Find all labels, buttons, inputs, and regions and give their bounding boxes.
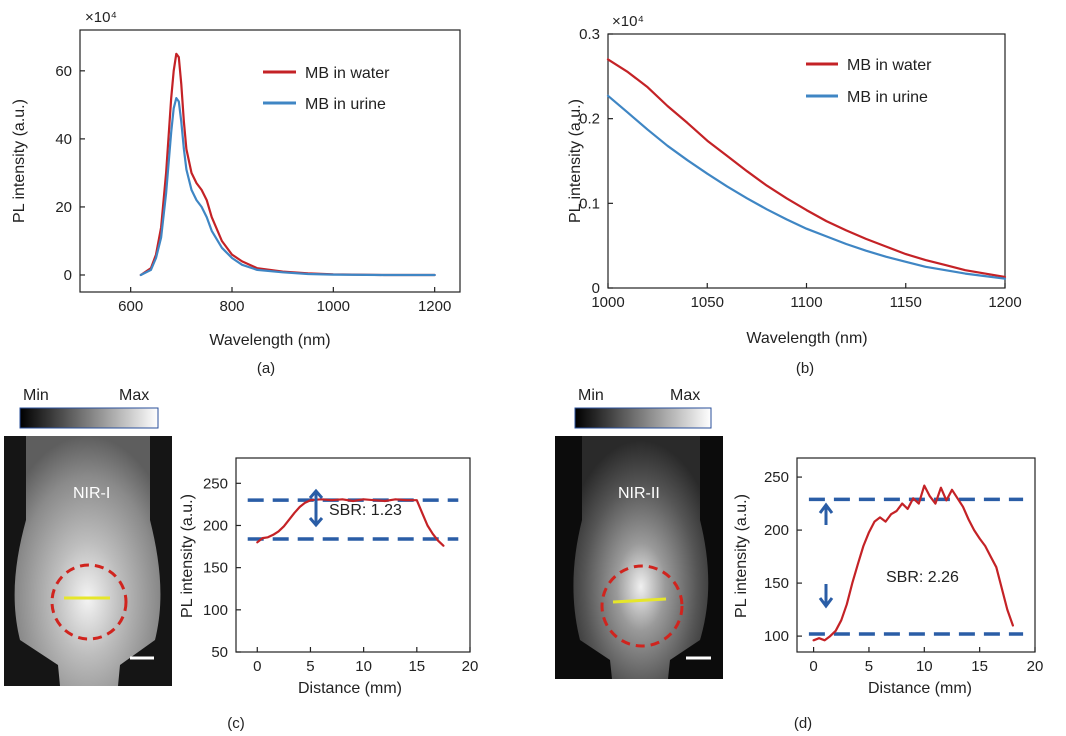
chart-b-ytick-label: 0.2 (579, 111, 600, 128)
legend-label-urine-b: MB in urine (847, 89, 928, 106)
chart-c-ytick-label: 150 (203, 560, 228, 577)
chart-d-ytick-label: 100 (764, 628, 789, 645)
chart-b-ytick-label: 0.3 (579, 26, 600, 43)
chart-d-ytick-label: 200 (764, 522, 789, 539)
chart-a-ticks: 600 800 1000 1200 0 20 40 60 (55, 63, 451, 315)
mouse-silhouette-nir1 (14, 436, 161, 686)
chart-a-xlabel: Wavelength (nm) (209, 332, 330, 349)
chart-d-reference-lines (808, 497, 1024, 636)
chart-a-ylabel: PL intensity (a.u.) (11, 99, 28, 223)
chart-c-xtick-label: 20 (462, 658, 479, 675)
chart-a-xtick-label: 1000 (317, 298, 350, 315)
chart-c-ytick-label: 200 (203, 517, 228, 534)
chart-d-xtick-label: 10 (916, 658, 933, 675)
chart-b-ytick-label: 0 (592, 280, 600, 297)
chart-a-ytick-label: 20 (55, 199, 72, 216)
legend-label-urine: MB in urine (305, 96, 386, 113)
chart-d: Min Max NIR-II 0 5 10 15 20 100 150 200 250 SBR:… (555, 387, 1043, 732)
chart-d-lines (812, 484, 1015, 642)
chart-a-ytick-label: 0 (64, 267, 72, 284)
chart-c-xlabel: Distance (mm) (298, 680, 402, 697)
panel-label-b: (b) (796, 360, 814, 377)
colorbar-max-label-c: Max (119, 387, 149, 404)
legend-label-water-b: MB in water (847, 57, 932, 74)
chart-d-ticks: 0 5 10 15 20 100 150 200 250 (764, 469, 1043, 675)
colorbar-min-label-c: Min (23, 387, 49, 404)
chart-c-frame (235, 457, 471, 653)
sbr-arrow-down-d (818, 584, 834, 609)
chart-b-ytick-label: 0.1 (579, 195, 600, 212)
chart-a-ytick-label: 40 (55, 131, 72, 148)
chart-c-series-0-line (256, 498, 445, 547)
chart-d-xtick-label: 0 (809, 658, 817, 675)
chart-d-xlabel: Distance (mm) (868, 680, 972, 697)
chart-c-ytick-label: 100 (203, 602, 228, 619)
roi-circle-nir1 (50, 563, 128, 641)
chart-a-multiplier: ×10⁴ (85, 9, 117, 26)
chart-c: Min Max NIR-I 0 5 10 15 20 50 100 150 200 250 SBR… (4, 387, 478, 732)
chart-d-frame (796, 457, 1036, 653)
chart-c-xtick-label: 0 (253, 658, 261, 675)
chart-b-ylabel: PL intensity (a.u.) (567, 99, 584, 223)
chart-c-ticks: 0 5 10 15 20 50 100 150 200 250 (203, 475, 478, 675)
sbr-annotation-c: SBR: 1.23 (329, 502, 402, 519)
colorbar-min-label-d: Min (578, 387, 604, 404)
image-label-nir1: NIR-I (73, 485, 110, 502)
chart-b-ticks: 1000 1050 1100 1150 1200 0 0.1 0.2 0.3 (579, 26, 1022, 311)
chart-c-xtick-label: 5 (306, 658, 314, 675)
chart-b-xtick-label: 1100 (790, 294, 822, 311)
colorbar-c (19, 407, 159, 429)
chart-b-series-1-line (606, 94, 1007, 280)
chart-c-ytick-label: 50 (211, 644, 228, 661)
chart-d-xtick-label: 15 (971, 658, 988, 675)
chart-a: ×10⁴ 600 800 1000 1200 0 20 40 60 MB in water M… (11, 9, 461, 377)
chart-c-ylabel: PL intensity (a.u.) (179, 494, 196, 618)
chart-c-ytick-label: 250 (203, 475, 228, 492)
panel-label-d: (d) (794, 715, 812, 732)
chart-a-ytick-label: 60 (55, 63, 72, 80)
chart-b-xtick-label: 1150 (890, 294, 922, 311)
profile-line-nir2 (612, 597, 667, 604)
chart-a-xtick-label: 1200 (418, 298, 451, 315)
chart-c-xtick-label: 15 (408, 658, 425, 675)
colorbar-max-label-d: Max (670, 387, 700, 404)
chart-a-xtick-label: 800 (219, 298, 244, 315)
legend-label-water: MB in water (305, 65, 390, 82)
chart-a-lines (139, 52, 436, 277)
roi-circle-nir2 (600, 564, 684, 648)
chart-b-series-0-line (606, 58, 1007, 279)
mouse-silhouette-nir2 (573, 436, 709, 679)
chart-d-ytick-label: 150 (764, 575, 789, 592)
sbr-arrow-c (308, 488, 324, 528)
chart-b-xtick-label: 1050 (691, 294, 724, 311)
panel-label-a: (a) (257, 360, 275, 377)
colorbar-d (574, 407, 712, 429)
sbr-arrow-up-d (818, 502, 834, 525)
sbr-annotation-d: SBR: 2.26 (886, 569, 959, 586)
chart-b: ×10⁴ 1000 1050 1100 1150 1200 0 0.1 0.2 0.3 MB i… (567, 13, 1022, 377)
chart-d-xtick-label: 20 (1027, 658, 1044, 675)
chart-d-series-0-line (812, 484, 1015, 642)
chart-d-ylabel: PL intensity (a.u.) (733, 494, 750, 618)
chart-b-multiplier: ×10⁴ (612, 13, 644, 30)
chart-b-xtick-label: 1200 (988, 294, 1021, 311)
panel-label-c: (c) (227, 715, 245, 732)
chart-b-xlabel: Wavelength (nm) (746, 330, 867, 347)
chart-b-xtick-label: 1000 (591, 294, 624, 311)
chart-a-xtick-label: 600 (118, 298, 143, 315)
chart-a-series-1-line (139, 96, 436, 277)
chart-a-frame (79, 29, 461, 293)
chart-c-lines (256, 498, 445, 547)
chart-b-frame (607, 33, 1006, 289)
chart-b-lines (606, 58, 1007, 280)
chart-d-ytick-label: 250 (764, 469, 789, 486)
chart-c-xtick-label: 10 (355, 658, 372, 675)
image-label-nir2: NIR-II (618, 485, 660, 502)
chart-d-xtick-label: 5 (865, 658, 873, 675)
